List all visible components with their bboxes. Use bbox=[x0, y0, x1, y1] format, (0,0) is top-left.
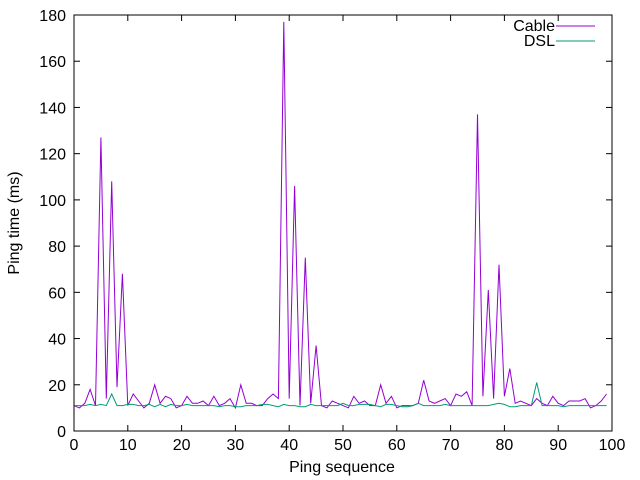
series-line-cable bbox=[73, 21, 607, 410]
x-tick-label: 80 bbox=[496, 437, 514, 454]
y-tick-label: 20 bbox=[48, 378, 66, 395]
x-tick-label: 40 bbox=[280, 437, 298, 454]
plot-lines bbox=[73, 21, 607, 410]
y-tick-label: 180 bbox=[39, 8, 66, 25]
y-tick-label: 140 bbox=[39, 100, 66, 117]
x-axis-label: Ping sequence bbox=[289, 459, 395, 476]
y-tick-label: 100 bbox=[39, 193, 66, 210]
y-tick-label: 80 bbox=[48, 239, 66, 256]
y-tick-label: 0 bbox=[57, 424, 66, 441]
plot-frame bbox=[73, 14, 613, 432]
series-line-dsl bbox=[74, 382, 607, 408]
x-tick-label: 90 bbox=[549, 437, 567, 454]
y-axis-ticks: 0 20 40 60 80 100 120 140 160 180 bbox=[39, 8, 612, 441]
legend-label-cable: Cable bbox=[513, 18, 555, 35]
x-tick-label: 60 bbox=[388, 437, 406, 454]
y-tick-label: 120 bbox=[39, 147, 66, 164]
y-axis-label: Ping time (ms) bbox=[6, 171, 23, 274]
x-tick-label: 0 bbox=[70, 437, 79, 454]
x-tick-label: 30 bbox=[227, 437, 245, 454]
x-tick-label: 20 bbox=[173, 437, 191, 454]
y-tick-label: 160 bbox=[39, 54, 66, 71]
legend-label-dsl: DSL bbox=[524, 33, 555, 50]
x-tick-label: 70 bbox=[442, 437, 460, 454]
y-tick-label: 40 bbox=[48, 332, 66, 349]
x-tick-label: 50 bbox=[334, 437, 352, 454]
x-axis-ticks: 0 10 20 30 40 50 60 70 80 90 100 bbox=[70, 15, 626, 454]
y-tick-label: 60 bbox=[48, 285, 66, 302]
x-tick-label: 10 bbox=[119, 437, 137, 454]
x-tick-label: 100 bbox=[599, 437, 626, 454]
